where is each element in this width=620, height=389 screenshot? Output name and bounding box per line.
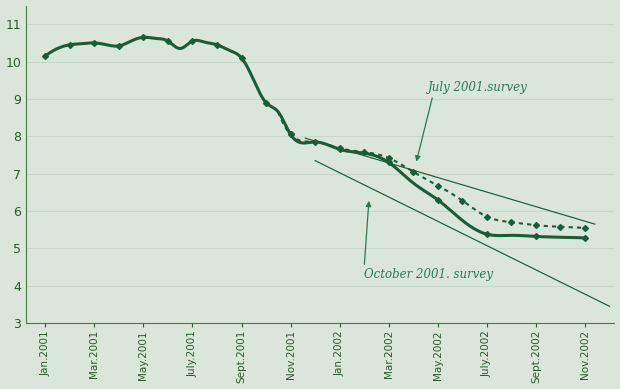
Text: July 2001.survey: July 2001.survey — [428, 81, 528, 94]
Text: October 2001. survey: October 2001. survey — [364, 268, 493, 281]
